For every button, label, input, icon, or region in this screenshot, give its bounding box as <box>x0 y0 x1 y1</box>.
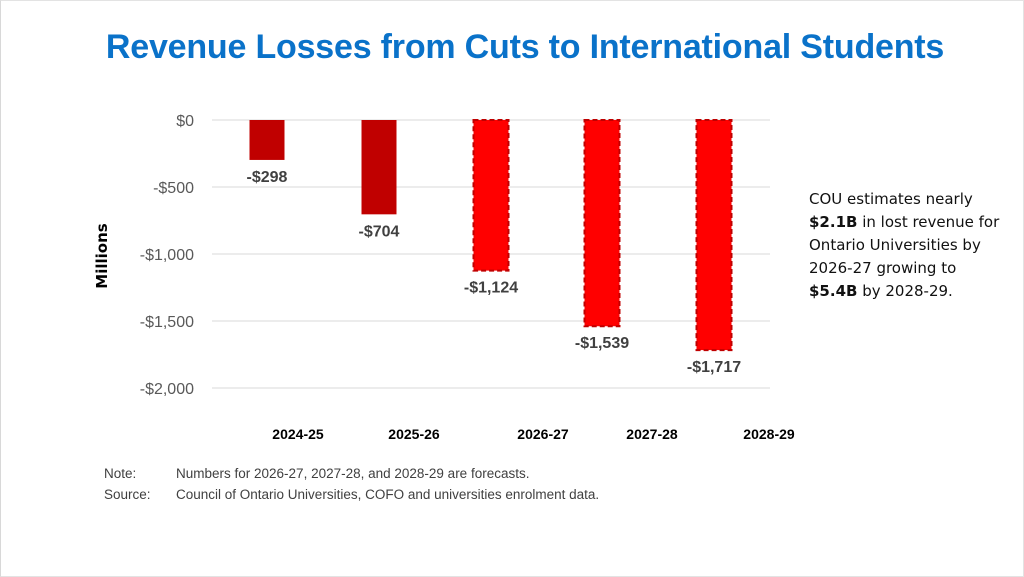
x-tick-label: 2026-27 <box>517 426 569 442</box>
x-tick-label: 2024-25 <box>272 426 324 442</box>
data-label: -$1,124 <box>464 280 518 297</box>
note-row: Note: Numbers for 2026-27, 2027-28, and … <box>104 463 599 484</box>
data-label: -$298 <box>247 169 288 186</box>
data-label: -$1,717 <box>687 359 741 376</box>
source-row: Source: Council of Ontario Universities,… <box>104 484 599 505</box>
bar-actual <box>249 120 285 160</box>
callout-text: COU estimates nearly $2.1B in lost reven… <box>809 188 1009 303</box>
y-tick-label: -$500 <box>153 180 194 197</box>
x-axis-ticks: 2024-25 2025-26 2026-27 2027-28 2028-29 <box>272 426 795 442</box>
callout-run: by 2028-29. <box>857 282 953 300</box>
note-key: Note: <box>104 466 137 481</box>
bar-forecast <box>695 119 733 352</box>
y-tick-label: $0 <box>176 113 194 130</box>
note-text: Numbers for 2026-27, 2027-28, and 2028-2… <box>176 466 530 481</box>
x-tick-label: 2028-29 <box>743 426 795 442</box>
bars <box>249 119 733 352</box>
bar-forecast <box>583 119 621 328</box>
chart-notes: Note: Numbers for 2026-27, 2027-28, and … <box>104 463 599 505</box>
callout-highlight: $2.1B <box>809 213 858 231</box>
y-tick-label: -$1,000 <box>140 247 194 264</box>
bar-actual <box>361 120 397 215</box>
y-axis-title: Millions <box>93 223 111 288</box>
x-tick-label: 2027-28 <box>626 426 678 442</box>
data-label: -$1,539 <box>575 335 629 352</box>
data-label: -$704 <box>359 223 400 240</box>
callout-run: in lost revenue for Ontario Universities… <box>809 213 1000 277</box>
x-tick-label: 2025-26 <box>388 426 440 442</box>
y-tick-label: -$1,500 <box>140 314 194 331</box>
source-key: Source: <box>104 487 151 502</box>
y-tick-label: -$2,000 <box>140 381 194 398</box>
source-text: Council of Ontario Universities, COFO an… <box>176 487 600 502</box>
bar-forecast <box>472 119 510 272</box>
slide-title: Revenue Losses from Cuts to Internationa… <box>105 28 945 66</box>
callout-highlight: $5.4B <box>809 282 858 300</box>
data-labels: -$298 -$704 -$1,124 -$1,539 -$1,717 <box>247 169 742 376</box>
callout-run: COU estimates nearly <box>809 190 973 208</box>
y-axis-ticks: $0 -$500 -$1,000 -$1,500 -$2,000 <box>140 113 194 398</box>
